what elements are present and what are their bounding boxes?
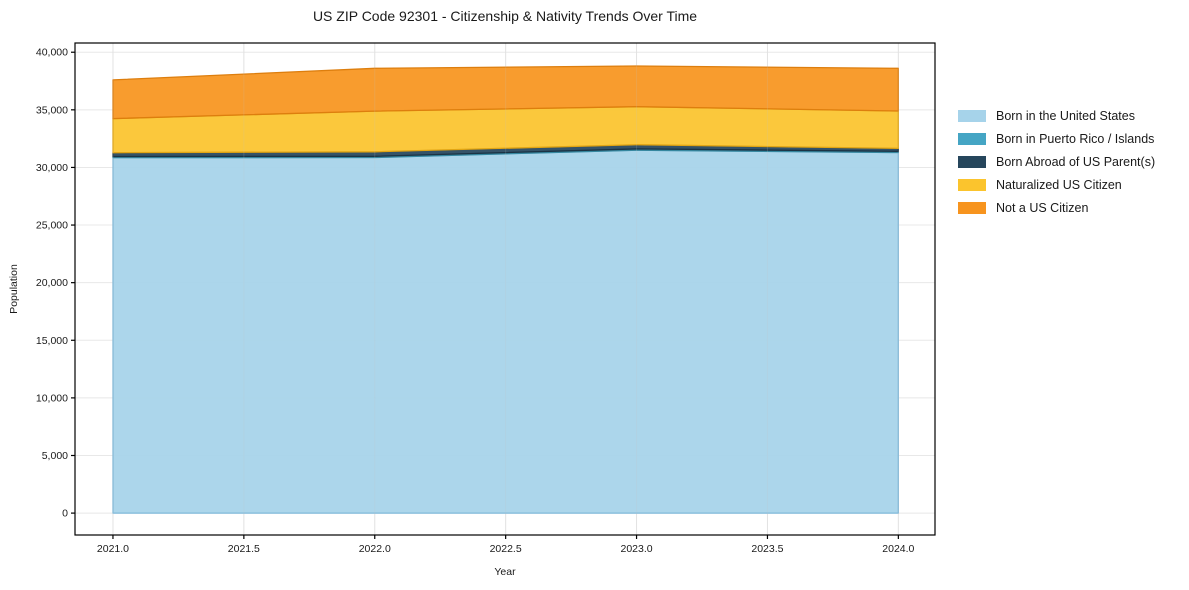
legend-swatch-born-abroad-icon [958, 156, 986, 168]
plot-border [74, 42, 936, 536]
x-tick-label: 2022.5 [490, 543, 522, 555]
x-tick-label: 2023.0 [620, 543, 652, 555]
y-tick-label: 20,000 [36, 277, 68, 289]
area-series-4 [112, 65, 899, 120]
legend-label-not-citizen: Not a US Citizen [996, 201, 1089, 215]
x-tick-label: 2023.5 [751, 543, 783, 555]
y-tick-label: 10,000 [36, 392, 68, 404]
x-tick-label: 2024.0 [882, 543, 914, 555]
legend-swatch-not-citizen-icon [958, 202, 986, 214]
legend-item-naturalized: Naturalized US Citizen [958, 178, 1155, 192]
x-axis-label: Year [494, 566, 516, 578]
legend-item-not-citizen: Not a US Citizen [958, 201, 1155, 215]
y-tick-label: 40,000 [36, 47, 68, 59]
x-tick-label: 2022.0 [359, 543, 391, 555]
y-tick-label: 30,000 [36, 162, 68, 174]
x-tick-label: 2021.5 [228, 543, 260, 555]
legend-swatch-born-in-us-icon [958, 110, 986, 122]
y-tick-label: 35,000 [36, 104, 68, 116]
legend-label-born-abroad: Born Abroad of US Parent(s) [996, 155, 1156, 169]
y-tick-label: 15,000 [36, 335, 68, 347]
x-tick-label: 2021.0 [97, 543, 129, 555]
y-tick-label: 5,000 [42, 450, 68, 462]
legend-swatch-puerto-rico-icon [958, 133, 986, 145]
legend-item-puerto-rico: Born in Puerto Rico / Islands [958, 132, 1155, 146]
legend-label-born-in-us: Born in the United States [996, 109, 1135, 123]
legend-item-born-abroad: Born Abroad of US Parent(s) [958, 155, 1156, 169]
y-tick-label: 25,000 [36, 220, 68, 232]
legend-label-naturalized: Naturalized US Citizen [996, 178, 1122, 192]
legend: Born in the United States Born in Puerto… [958, 109, 1156, 225]
legend-swatch-naturalized-icon [958, 179, 986, 191]
chart-title: US ZIP Code 92301 - Citizenship & Nativi… [312, 8, 698, 24]
y-axis-label: Population [8, 264, 20, 314]
legend-label-puerto-rico: Born in Puerto Rico / Islands [996, 132, 1155, 146]
legend-item-born-in-us: Born in the United States [958, 109, 1155, 123]
y-tick-label: 0 [62, 508, 68, 520]
